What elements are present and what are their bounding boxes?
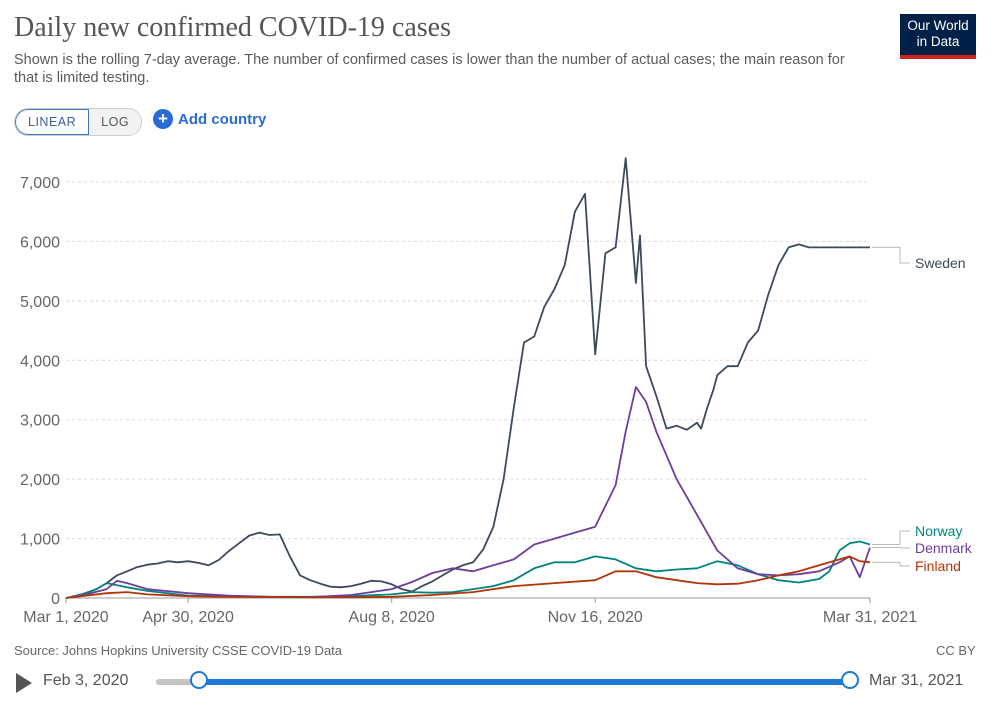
series-line-finland: [65, 555, 871, 599]
scale-toggle: LINEAR LOG: [14, 108, 143, 136]
owid-logo[interactable]: Our World in Data: [900, 14, 976, 59]
legend-connector-finland: [872, 561, 910, 567]
series-line-sweden: [65, 157, 870, 599]
source-note[interactable]: Source: Johns Hopkins University CSSE CO…: [14, 643, 343, 658]
line-chart: 0 1,000 2,000 3,000 4,000 5,000 6,000 7,000 Mar …: [20, 157, 973, 626]
legend-connector-sweden: [872, 246, 910, 264]
timeline-selected-range: [199, 679, 850, 685]
x-tick-label: Mar 31, 2021: [823, 609, 917, 626]
add-country-button[interactable]: + Add country: [153, 109, 266, 129]
series-label-norway: Norway: [915, 523, 962, 539]
y-tick-label: 3,000: [20, 413, 60, 430]
y-tick-label: 4,000: [20, 353, 60, 370]
timeline-start-label: Feb 3, 2020: [43, 672, 129, 689]
x-tick-label: Aug 8, 2020: [349, 609, 435, 626]
logo-line-2: in Data: [916, 34, 960, 49]
series-label-finland: Finland: [915, 558, 961, 574]
play-icon[interactable]: [16, 673, 32, 693]
series-line-denmark: [65, 386, 871, 599]
timeline-end-label: Mar 31, 2021: [869, 672, 964, 689]
y-tick-label: 0: [51, 591, 60, 608]
x-tick-label: Mar 1, 2020: [23, 609, 108, 626]
chart-subtitle: Shown is the rolling 7-day average. The …: [14, 52, 845, 86]
y-tick-label: 6,000: [20, 234, 60, 251]
linear-button[interactable]: LINEAR: [15, 109, 90, 135]
series-label-sweden: Sweden: [915, 255, 966, 271]
y-tick-label: 1,000: [20, 532, 60, 549]
log-button[interactable]: LOG: [89, 109, 142, 135]
y-tick-label: 7,000: [20, 175, 60, 192]
timeline-start-handle[interactable]: [190, 671, 209, 689]
y-tick-label: 5,000: [20, 294, 60, 311]
license-link[interactable]: CC BY: [936, 643, 976, 658]
y-tick-label: 2,000: [20, 472, 60, 489]
legend-connector-denmark: [872, 546, 910, 549]
chart-title: Daily new confirmed COVID-19 cases: [14, 12, 451, 43]
series-label-denmark: Denmark: [915, 540, 973, 556]
x-tick-label: Apr 30, 2020: [142, 609, 234, 626]
timeline-end-handle[interactable]: [841, 671, 859, 689]
add-country-label: Add country: [178, 110, 267, 128]
logo-line-1: Our World: [907, 18, 969, 33]
plus-circle-icon: +: [153, 109, 173, 129]
x-tick-label: Nov 16, 2020: [548, 609, 643, 626]
legend-connector-norway: [872, 530, 910, 546]
timeline: Feb 3, 2020 Mar 31, 2021: [0, 665, 999, 699]
